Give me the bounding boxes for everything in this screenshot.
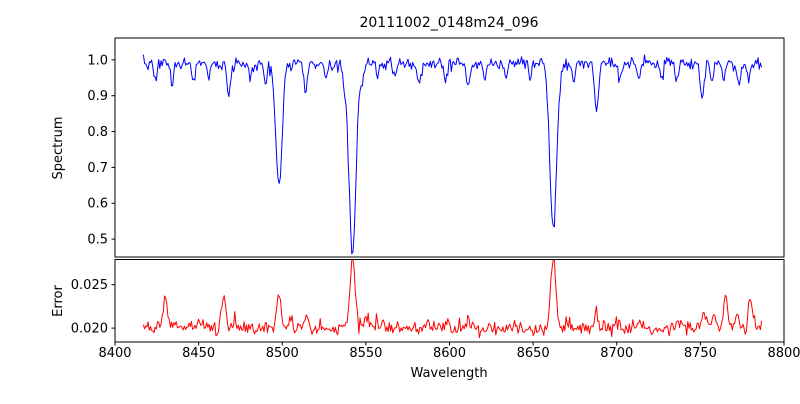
x-tick-label: 8750	[684, 346, 717, 361]
spectrum-y-tick-label: 0.8	[87, 125, 108, 140]
chart-title: 20111002_0148m24_096	[359, 15, 538, 31]
spectrum-y-tick-label: 0.9	[87, 89, 108, 104]
x-tick-label: 8600	[433, 346, 466, 361]
spectrum-y-axis-label: Spectrum	[51, 117, 66, 180]
x-tick-label: 8650	[517, 346, 550, 361]
x-tick-label: 8400	[98, 346, 131, 361]
x-axis-label: Wavelength	[410, 366, 487, 381]
spectrum-y-tick-label: 0.6	[87, 197, 108, 212]
plot-area: 0.5 0.6 0.7 0.8 0.9 1.0 0.020 0.025 8400 8450 8500…	[71, 37, 800, 361]
x-tick-label: 8800	[767, 346, 800, 361]
spectrum-y-tick-label: 0.5	[87, 233, 108, 248]
error-y-tick-label: 0.020	[71, 322, 108, 337]
x-tick-label: 8550	[349, 346, 382, 361]
error-y-axis-label: Error	[51, 285, 66, 317]
error-line	[142, 259, 763, 339]
x-tick-label: 8450	[182, 346, 215, 361]
spectrum-line	[142, 54, 763, 255]
spectrum-y-tick-label: 1.0	[87, 53, 108, 68]
spectrum-y-tick-label: 0.7	[87, 161, 108, 176]
error-y-tick-label: 0.025	[71, 278, 108, 293]
x-tick-label: 8700	[600, 346, 633, 361]
spectrum-axes-box	[114, 37, 785, 258]
x-tick-label: 8500	[266, 346, 299, 361]
